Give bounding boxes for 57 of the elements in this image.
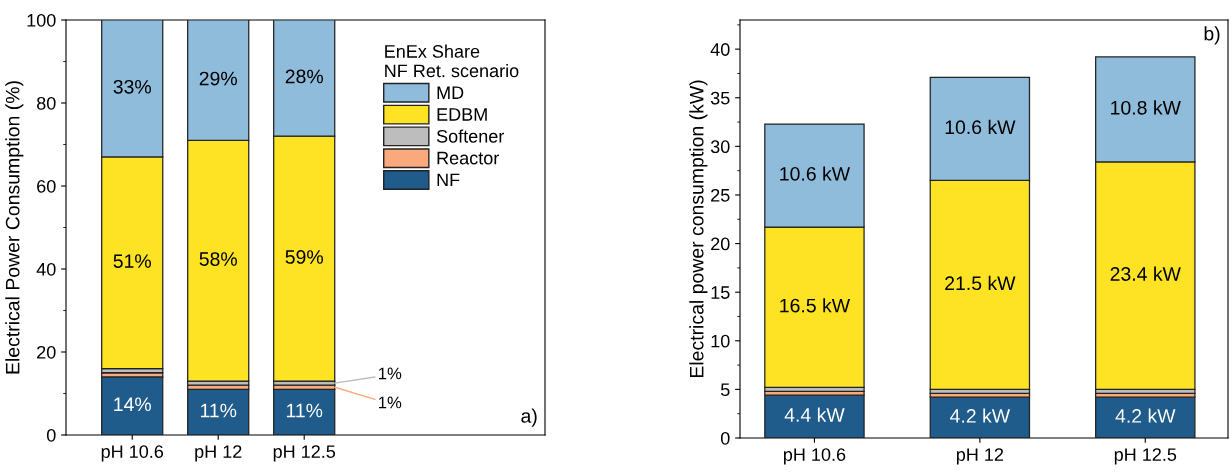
data-label: 58% — [199, 252, 237, 266]
y-tick-label: 10 — [711, 334, 730, 348]
legend-label: Reactor — [437, 151, 499, 165]
data-label: 51% — [113, 254, 151, 268]
data-label: 21.5 kW — [945, 275, 1016, 291]
y-axis-title: Electrical Power Consumption (%) — [5, 81, 24, 374]
data-label: 33% — [113, 79, 151, 94]
bar — [1095, 396, 1196, 438]
x-tick-label: pH 12.5 — [1114, 448, 1177, 465]
y-tick-label: 20 — [37, 345, 56, 359]
y-tick-label: 5 — [720, 383, 730, 397]
x-tick-label: pH 10.6 — [101, 445, 164, 462]
y-tick-label: 60 — [37, 179, 56, 193]
y-axis-title: Electrical power consumption (kW) — [689, 80, 708, 378]
data-label: 14% — [114, 397, 151, 412]
legend-label: Softener — [436, 129, 505, 143]
legend-label: NF — [437, 173, 460, 187]
bar — [187, 388, 250, 435]
y-tick-label: 0 — [46, 428, 56, 442]
y-tick-label: 15 — [711, 286, 730, 299]
legend-title: EnEx Share NF Ret. scenario — [385, 44, 519, 78]
data-label: 16.5 kW — [780, 298, 851, 313]
x-tick-label: pH 12 — [195, 445, 242, 462]
data-label: 23.4 kW — [1110, 266, 1181, 281]
x-tick-label: pH 12.5 — [273, 445, 336, 462]
data-label: 4.4 kW — [784, 407, 845, 422]
data-label: 4.2 kW — [1115, 408, 1176, 423]
data-label: 4.2 kW — [950, 408, 1011, 423]
x-tick-label: pH 12 — [956, 448, 1004, 465]
annotation: b) — [1204, 26, 1220, 45]
data-label: 29% — [199, 71, 237, 86]
x-tick-label: pH 10.6 — [783, 448, 846, 465]
y-tick-label: 30 — [710, 140, 730, 154]
y-tick-label: 0 — [720, 431, 730, 445]
data-label: 11% — [286, 403, 323, 418]
y-tick-label: 100 — [27, 13, 56, 27]
y-tick-label: 20 — [711, 237, 730, 251]
y-tick-label: 25 — [711, 188, 730, 202]
legend-label: EDBM — [437, 108, 487, 121]
bar — [929, 396, 1031, 438]
y-tick-label: 35 — [710, 91, 730, 105]
y-tick-label: 40 — [710, 43, 730, 56]
data-label: 59% — [285, 250, 323, 264]
data-label: 10.6 kW — [780, 166, 851, 181]
bar — [101, 376, 164, 435]
data-label: 1% — [379, 367, 402, 380]
data-label: 10.6 kW — [945, 119, 1016, 135]
y-tick-label: 40 — [36, 262, 56, 276]
text: a) — [521, 408, 537, 427]
data-label: 1% — [379, 396, 402, 409]
data-label: 11% — [200, 403, 237, 418]
y-tick-label: 80 — [36, 96, 56, 110]
bar — [273, 388, 336, 435]
bar — [764, 394, 865, 438]
data-label: 10.8 kW — [1111, 100, 1181, 115]
legend-label: MD — [437, 86, 464, 99]
data-label: 28% — [285, 69, 323, 84]
